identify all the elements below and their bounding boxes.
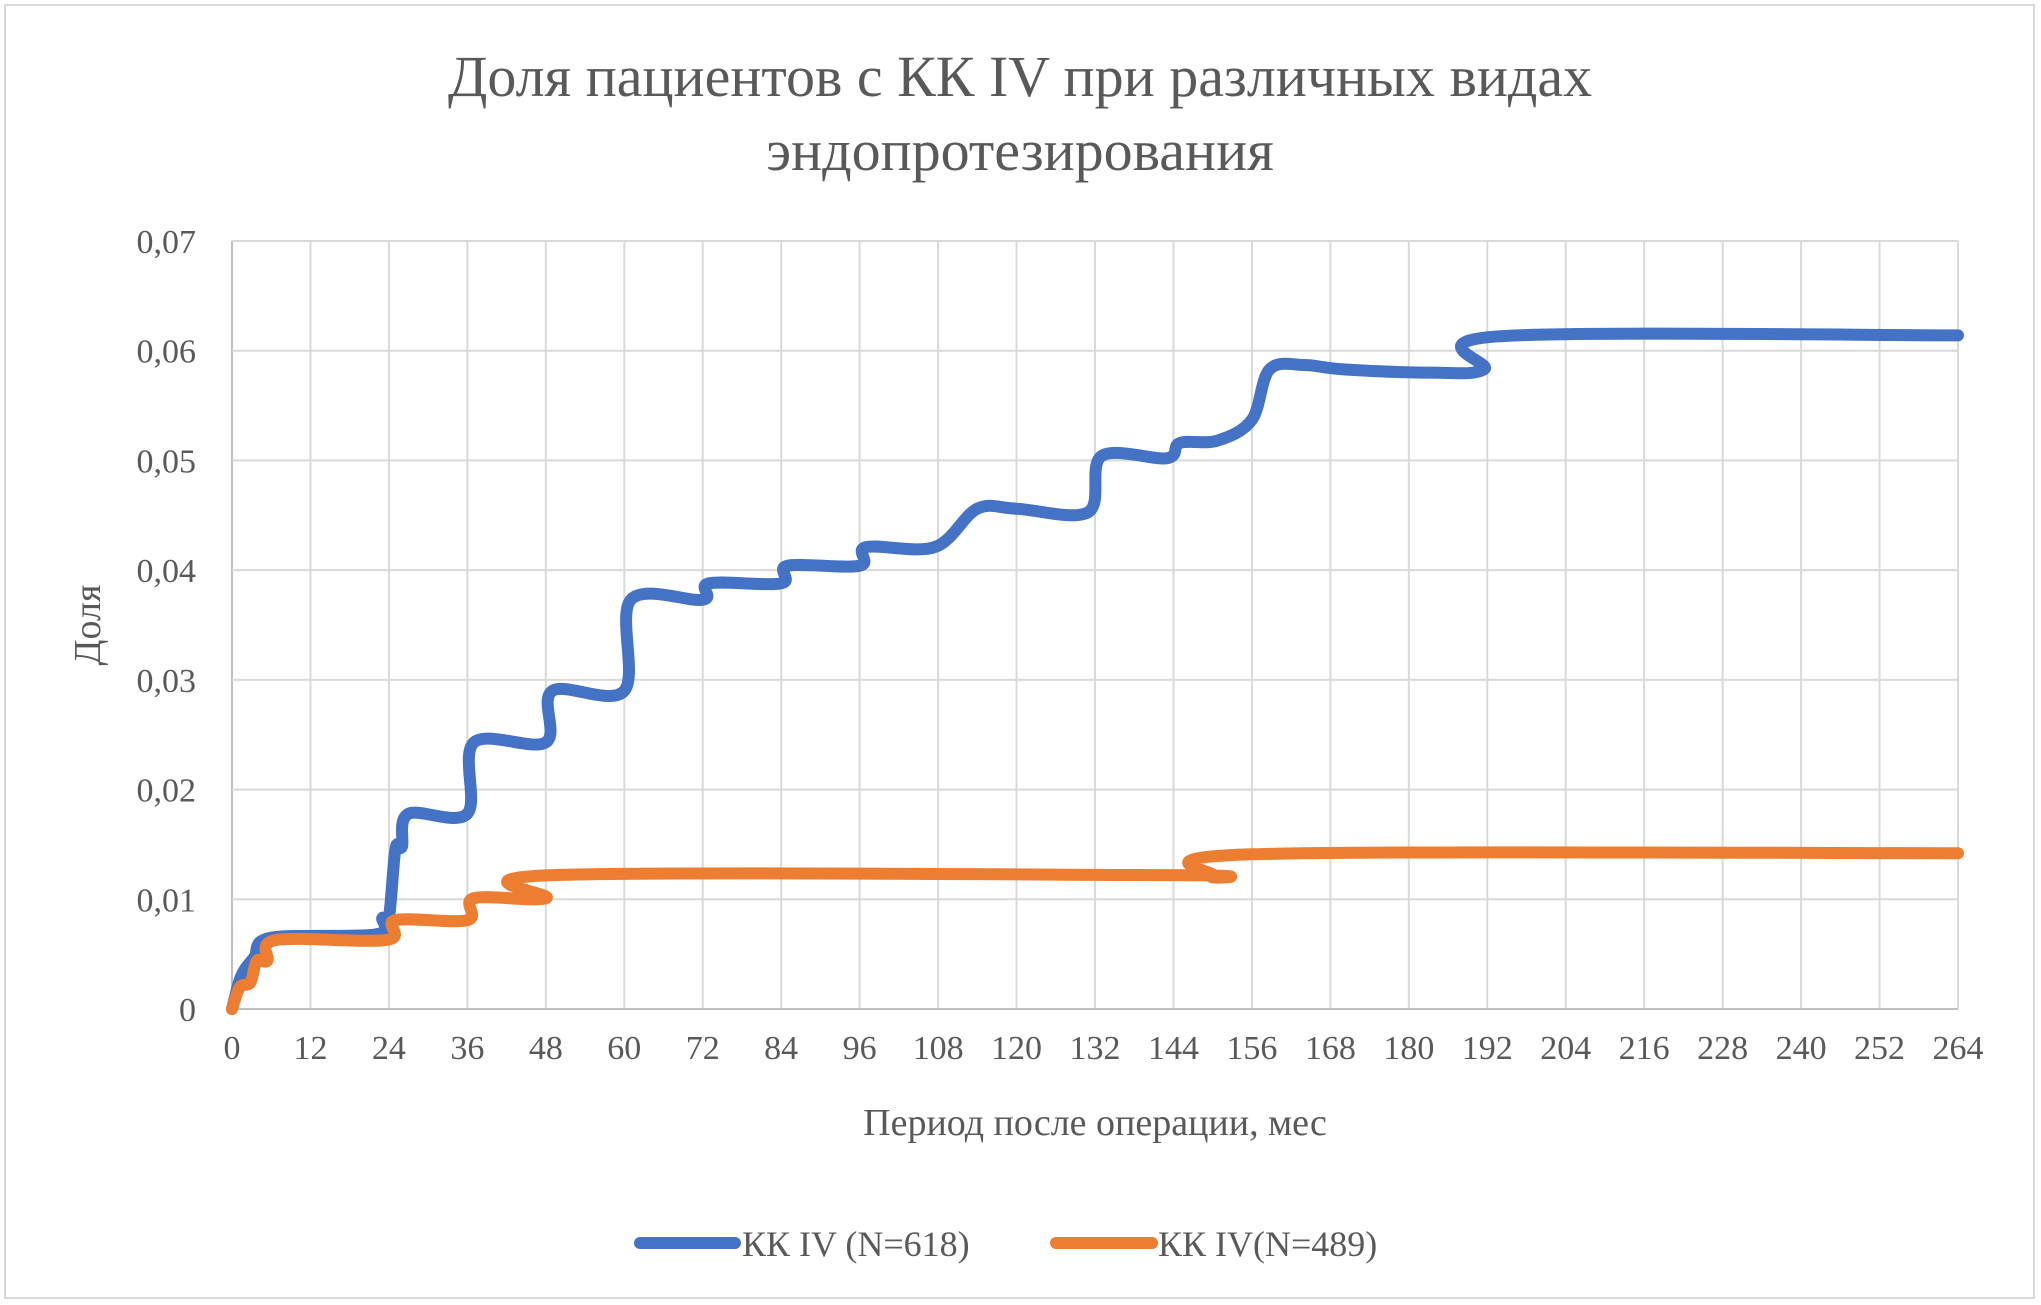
chart-frame xyxy=(4,4,2035,1299)
y-tick-labels: 0 0,01 0,02 0,03 0,04 0,05 0,06 0,07 xyxy=(137,224,197,1029)
chart-title-line-1: Доля пациентов с КК IV при различных вид… xyxy=(448,44,1592,109)
y-tick-label: 0 xyxy=(179,992,196,1029)
y-tick-label: 0,03 xyxy=(137,663,197,700)
x-tick-label: 84 xyxy=(764,1030,798,1067)
series-line-1 xyxy=(226,327,1964,1015)
legend-label-series-2: КК IV(N=489) xyxy=(1158,1224,1377,1264)
x-tick-label: 120 xyxy=(991,1030,1042,1067)
x-tick-label: 132 xyxy=(1070,1030,1121,1067)
chart-title-line-2: эндопротезирования xyxy=(766,118,1274,183)
x-tick-label: 180 xyxy=(1383,1030,1434,1067)
x-tick-label: 216 xyxy=(1619,1030,1670,1067)
y-axis-label: Доля xyxy=(67,585,109,666)
y-tick-label: 0,01 xyxy=(137,882,197,919)
x-tick-label: 72 xyxy=(686,1030,720,1067)
x-axis-label: Период после операции, мес xyxy=(863,1102,1327,1144)
x-tick-label: 144 xyxy=(1148,1030,1199,1067)
x-tick-label: 12 xyxy=(293,1030,327,1067)
x-tick-label: 24 xyxy=(372,1030,406,1067)
x-tick-label: 96 xyxy=(843,1030,877,1067)
y-tick-label: 0,07 xyxy=(137,224,197,261)
y-tick-label: 0,04 xyxy=(137,553,197,590)
x-tick-label: 36 xyxy=(450,1030,484,1067)
series-lines xyxy=(226,327,1964,1015)
x-tick-label: 60 xyxy=(607,1030,641,1067)
x-tick-label: 252 xyxy=(1854,1030,1905,1067)
x-tick-label: 108 xyxy=(913,1030,964,1067)
y-tick-label: 0,06 xyxy=(137,334,197,371)
x-tick-label: 240 xyxy=(1776,1030,1827,1067)
x-tick-label: 156 xyxy=(1226,1030,1277,1067)
y-tick-label: 0,02 xyxy=(137,773,197,810)
x-tick-labels: 0 12 24 36 48 60 72 84 96 108 120 132 144 156 168 180 19… xyxy=(224,1030,1984,1067)
x-tick-label: 228 xyxy=(1697,1030,1748,1067)
x-tick-label: 192 xyxy=(1462,1030,1513,1067)
x-tick-label: 168 xyxy=(1305,1030,1356,1067)
x-tick-label: 0 xyxy=(224,1030,241,1067)
x-tick-label: 204 xyxy=(1540,1030,1591,1067)
x-tick-label: 48 xyxy=(529,1030,563,1067)
y-tick-label: 0,05 xyxy=(137,443,197,480)
gridlines xyxy=(231,240,1959,1010)
series-line-2 xyxy=(226,846,1964,1015)
legend: КК IV (N=618) КК IV(N=489) xyxy=(634,1224,1377,1264)
x-tick-label: 264 xyxy=(1933,1030,1984,1067)
legend-label-series-1: КК IV (N=618) xyxy=(742,1224,970,1264)
